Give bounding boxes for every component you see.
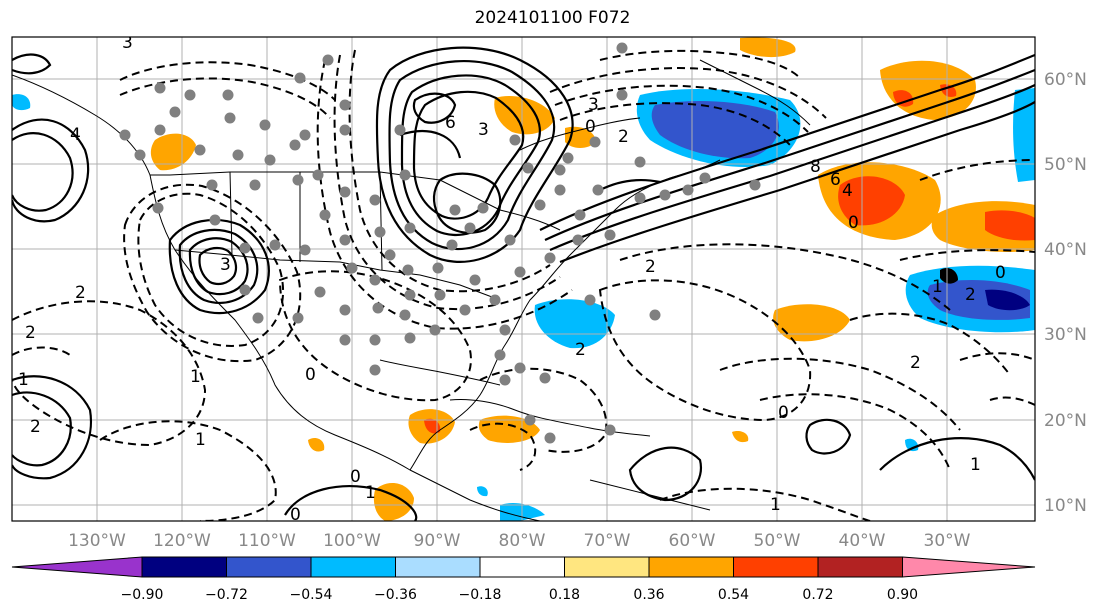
dashed-contours bbox=[12, 49, 1035, 521]
lon-label: 130°W bbox=[68, 531, 126, 551]
lon-label: 40°W bbox=[839, 531, 886, 551]
svg-text:3: 3 bbox=[588, 95, 599, 115]
svg-text:6: 6 bbox=[830, 170, 841, 190]
lon-label: 110°W bbox=[238, 531, 296, 551]
lat-label: 40°N bbox=[1044, 240, 1087, 260]
colorbar-tick: −0.54 bbox=[290, 587, 333, 603]
colorbar-segment bbox=[480, 557, 565, 577]
lat-label: 20°N bbox=[1044, 411, 1087, 431]
svg-text:2: 2 bbox=[965, 285, 976, 305]
colorbar-tick: 0.36 bbox=[633, 587, 664, 603]
gridlines bbox=[12, 37, 1035, 521]
svg-text:0: 0 bbox=[290, 505, 301, 525]
colorbar-tick: −0.18 bbox=[459, 587, 502, 603]
svg-text:3: 3 bbox=[220, 255, 231, 275]
svg-text:1: 1 bbox=[190, 367, 201, 387]
svg-text:1: 1 bbox=[195, 430, 206, 450]
map-title: 2024101100 F072 bbox=[474, 8, 631, 28]
colorbar-right-arrow bbox=[902, 556, 1036, 578]
colorbar-tick: 0.90 bbox=[887, 587, 918, 603]
svg-text:2: 2 bbox=[910, 353, 921, 373]
svg-text:6: 6 bbox=[445, 113, 456, 133]
svg-text:2: 2 bbox=[75, 283, 86, 303]
svg-text:0: 0 bbox=[995, 263, 1006, 283]
lon-label: 30°W bbox=[924, 531, 971, 551]
svg-text:0: 0 bbox=[778, 403, 789, 423]
svg-text:4: 4 bbox=[70, 125, 81, 145]
colorbar-segment bbox=[564, 557, 649, 577]
lat-label: 10°N bbox=[1044, 496, 1087, 516]
colorbar-segment bbox=[142, 557, 227, 577]
svg-text:2: 2 bbox=[645, 257, 656, 277]
colorbar-segment bbox=[311, 557, 396, 577]
svg-text:0: 0 bbox=[350, 467, 361, 487]
svg-text:1: 1 bbox=[365, 483, 376, 503]
svg-text:1: 1 bbox=[970, 455, 981, 475]
contour-labels: 3 3 6 3 3 4 0 2 8 6 4 0 2 2 2 2 1 1 0 0 … bbox=[18, 33, 1006, 525]
svg-text:1: 1 bbox=[770, 495, 781, 515]
lat-label: 50°N bbox=[1044, 155, 1087, 175]
lat-label: 60°N bbox=[1044, 70, 1087, 90]
colorbar-segment bbox=[818, 557, 903, 577]
colorbar: −0.90 −0.72 −0.54 −0.36 −0.18 0.18 0.36 … bbox=[11, 556, 1036, 603]
lon-label: 60°W bbox=[669, 531, 716, 551]
svg-text:0: 0 bbox=[585, 117, 596, 137]
svg-text:2: 2 bbox=[30, 417, 41, 437]
colorbar-tick: −0.36 bbox=[374, 587, 417, 603]
svg-text:2: 2 bbox=[25, 323, 36, 343]
svg-text:2: 2 bbox=[575, 340, 586, 360]
lat-label: 30°N bbox=[1044, 325, 1087, 345]
colorbar-segment bbox=[395, 557, 480, 577]
longitude-labels: 130°W 120°W 110°W 100°W 90°W 80°W 70°W 6… bbox=[68, 531, 971, 551]
colorbar-tick: −0.72 bbox=[205, 587, 248, 603]
svg-text:1: 1 bbox=[18, 370, 29, 390]
svg-text:0: 0 bbox=[848, 213, 859, 233]
lon-label: 120°W bbox=[153, 531, 211, 551]
colorbar-tick: 0.18 bbox=[549, 587, 580, 603]
colorbar-segment bbox=[649, 557, 734, 577]
colorbar-tick: 0.54 bbox=[718, 587, 749, 603]
colorbar-left-arrow bbox=[11, 556, 143, 578]
lon-label: 70°W bbox=[584, 531, 631, 551]
svg-text:4: 4 bbox=[842, 181, 853, 201]
svg-text:3: 3 bbox=[478, 120, 489, 140]
lon-label: 90°W bbox=[414, 531, 461, 551]
colorbar-segment bbox=[733, 557, 818, 577]
svg-text:0: 0 bbox=[305, 365, 316, 385]
lon-label: 80°W bbox=[499, 531, 546, 551]
svg-text:1: 1 bbox=[932, 277, 943, 297]
svg-text:2: 2 bbox=[618, 127, 629, 147]
lon-label: 100°W bbox=[323, 531, 381, 551]
map-border bbox=[11, 36, 1036, 522]
colorbar-segment bbox=[226, 557, 311, 577]
latitude-labels: 60°N 50°N 40°N 30°N 20°N 10°N bbox=[1044, 70, 1087, 516]
anomaly-shading bbox=[12, 37, 1035, 521]
colorbar-tick: −0.90 bbox=[121, 587, 164, 603]
lon-label: 50°W bbox=[754, 531, 801, 551]
colorbar-tick: 0.72 bbox=[802, 587, 833, 603]
solid-contours bbox=[12, 46, 1035, 521]
svg-text:8: 8 bbox=[810, 157, 821, 177]
station-markers bbox=[119, 42, 761, 444]
svg-text:3: 3 bbox=[122, 33, 133, 53]
